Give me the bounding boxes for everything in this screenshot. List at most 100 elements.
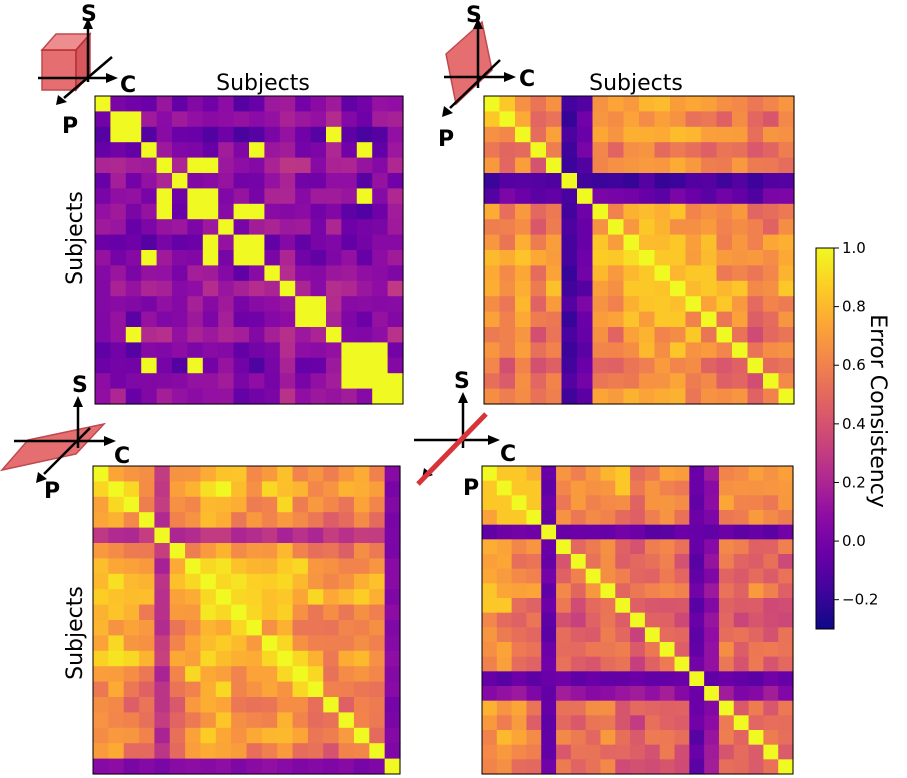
heatmap-cell xyxy=(654,157,671,174)
heatmap-cell xyxy=(202,173,219,189)
heatmap-cell xyxy=(600,744,616,760)
heatmap-cell xyxy=(585,686,602,702)
heatmap-cell xyxy=(778,203,795,220)
heatmap-cell xyxy=(778,96,795,112)
heatmap-cell xyxy=(496,715,513,731)
heatmap-cell xyxy=(530,311,547,328)
heatmap-cell xyxy=(561,250,578,266)
heatmap-cell xyxy=(141,142,158,159)
heatmap-cell xyxy=(141,280,158,297)
heatmap-cell xyxy=(307,727,324,744)
heatmap-cell xyxy=(733,744,750,760)
heatmap-cell xyxy=(323,496,340,513)
heatmap-cell xyxy=(231,589,248,606)
heatmap-cell xyxy=(185,681,202,698)
heatmap-cell xyxy=(511,524,528,540)
heatmap-cell xyxy=(246,512,263,529)
heatmap-cell xyxy=(123,620,140,636)
heatmap-cell xyxy=(570,583,587,599)
heatmap-cell xyxy=(261,650,278,667)
heatmap-cell xyxy=(499,126,516,143)
heatmap-cell xyxy=(187,188,204,205)
heatmap-cell xyxy=(169,712,186,729)
heatmap-cell xyxy=(123,481,140,498)
heatmap-cell xyxy=(600,715,616,731)
heatmap-cell xyxy=(279,111,296,128)
heatmap-cell xyxy=(341,126,358,143)
heatmap-cell xyxy=(570,759,587,775)
heatmap-cell xyxy=(718,466,735,482)
heatmap-cell xyxy=(639,111,656,128)
heatmap-cell xyxy=(630,612,646,628)
heatmap-cell xyxy=(561,342,578,359)
heatmap-cell xyxy=(172,250,188,266)
heatmap-cell xyxy=(639,388,656,405)
axis-label-s: S xyxy=(466,3,482,28)
axis-label-p: P xyxy=(44,479,60,504)
heatmap-cell xyxy=(277,558,294,575)
heatmap-cell xyxy=(778,157,795,174)
heatmap-cell xyxy=(623,311,640,328)
heatmap-cell xyxy=(233,203,250,220)
heatmap-cell xyxy=(93,697,109,713)
heatmap-cell xyxy=(639,342,656,359)
heatmap-cell xyxy=(372,250,389,266)
heatmap-cell xyxy=(763,250,780,266)
heatmap-cell xyxy=(338,496,355,513)
heatmap-cell xyxy=(654,142,671,159)
heatmap-cell xyxy=(556,568,572,584)
axis-label-s: S xyxy=(454,369,470,394)
heatmap-cell xyxy=(496,700,513,716)
heatmap-cell xyxy=(264,157,281,174)
heatmap-cell xyxy=(125,111,142,128)
heatmap-cell xyxy=(748,612,764,628)
heatmap-cell xyxy=(172,111,188,128)
heatmap-cell xyxy=(570,598,587,614)
heatmap-cell xyxy=(215,604,232,621)
heatmap-cell xyxy=(110,96,127,112)
heatmap-cell xyxy=(218,342,235,359)
heatmap-cell xyxy=(608,219,625,236)
heatmap-cell xyxy=(261,681,278,698)
heatmap-cell xyxy=(718,730,735,746)
heatmap-cell xyxy=(279,157,296,174)
heatmap-cell xyxy=(264,265,281,282)
heatmap-cell xyxy=(369,558,386,575)
heatmap-cell xyxy=(185,481,202,498)
heatmap-cell xyxy=(341,96,358,112)
colorbar-ticks: 1.00.80.60.40.20.0−0.2 xyxy=(834,239,878,609)
heatmap-cell xyxy=(218,173,235,189)
heatmap-cell xyxy=(125,280,142,297)
heatmap-cell xyxy=(218,280,235,297)
y-axis-label-top-left: Subjects xyxy=(63,191,88,285)
heatmap-cell xyxy=(577,173,594,189)
heatmap-cell xyxy=(310,126,327,143)
heatmap-cell xyxy=(123,666,140,683)
heatmap-cell xyxy=(704,524,720,540)
heatmap-cell xyxy=(123,758,140,775)
heatmap-cell xyxy=(644,480,661,496)
heatmap-cell xyxy=(716,311,733,328)
heatmap-cell xyxy=(249,234,265,251)
heatmap-cell xyxy=(674,627,690,643)
heatmap-cell xyxy=(701,157,718,174)
heatmap-cell xyxy=(561,234,578,251)
heatmap-cell xyxy=(482,554,498,570)
heatmap-cell xyxy=(187,111,204,128)
heatmap-cell xyxy=(156,157,173,174)
heatmap-cell xyxy=(659,686,676,702)
heatmap-cell xyxy=(511,539,528,555)
heatmap-cell xyxy=(718,700,735,716)
heatmap-cell xyxy=(615,583,631,599)
heatmap-cell xyxy=(292,758,309,775)
heatmap-cell xyxy=(185,666,202,683)
heatmap-cell xyxy=(608,280,625,297)
heatmap-cell xyxy=(95,296,111,313)
heatmap-cell xyxy=(110,203,127,220)
s-arrow-icon xyxy=(458,392,468,403)
heatmap-cell xyxy=(733,671,750,687)
colorbar-tick-label: 0.8 xyxy=(842,298,866,316)
heatmap-cell xyxy=(215,573,232,590)
heatmap-cell xyxy=(670,280,687,297)
